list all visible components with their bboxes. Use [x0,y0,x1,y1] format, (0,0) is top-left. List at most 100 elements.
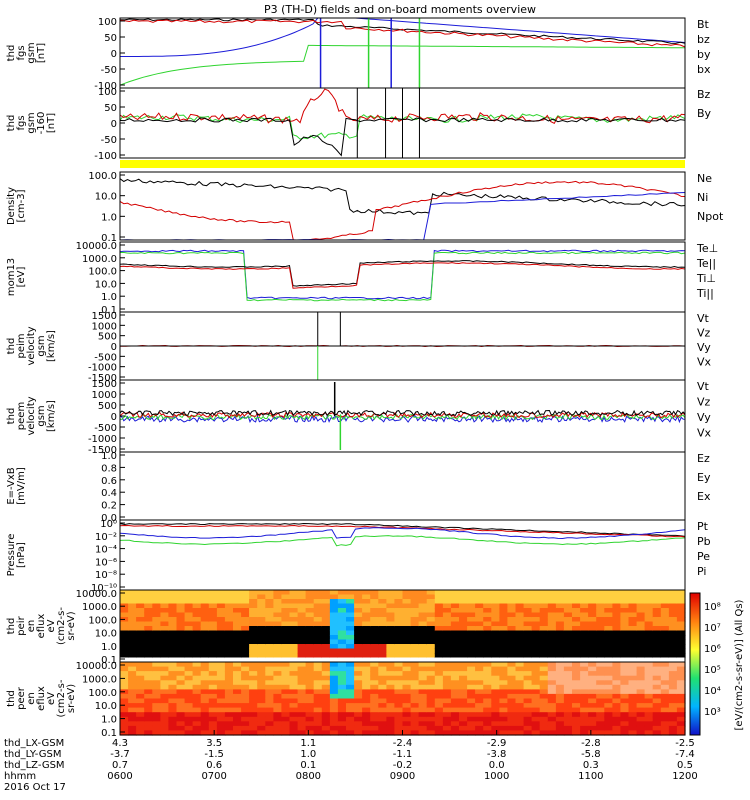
spectro-cell [515,689,525,695]
spectro-cell [442,594,452,600]
spectro-cell [216,712,226,718]
spectro-cell [410,612,420,618]
spectro-cell [329,608,339,614]
spectro-cell [459,703,468,709]
spectro-cell [491,599,500,605]
series-Pb [119,524,686,538]
spectro-cell [563,698,573,704]
spectro-cell [249,716,258,722]
spectro-cell [660,599,670,605]
spectro-cell [499,666,509,672]
legend-by: by [697,48,711,61]
spectro-cell [281,657,291,663]
spectro-cell [612,666,622,672]
spectro-cell [547,639,557,645]
spectro-cell [539,698,549,704]
spectro-cell [128,712,137,718]
spectro-cell [136,639,145,645]
spectro-cell [394,721,404,727]
spectro-cell [394,590,404,596]
spectro-cell [491,648,500,654]
spectro-cell [273,675,283,681]
spectro-cell [386,725,396,732]
spectro-cell [257,635,266,641]
spectro-cell [386,639,396,645]
spectro-cell [216,662,226,668]
spectro-cell [160,621,170,627]
ytick-label: 0.2 [101,501,117,512]
spectro-cell [273,653,283,659]
spectro-cell [596,626,605,632]
spectro-cell [628,612,638,618]
spectro-cell [144,635,153,641]
spectro-cell [337,671,347,677]
ylabel-panel-8: Pressure [6,534,17,577]
spectro-cell [249,630,258,636]
spectro-cell [491,689,500,695]
spectro-cell [531,594,541,600]
spectro-cell [499,612,509,618]
spectro-cell [555,666,565,672]
spectro-cell [297,662,307,668]
spectro-cell [467,639,476,645]
spectro-cell [636,599,646,605]
ytick-label: 0.8 [101,463,117,474]
spectro-cell [531,639,541,645]
spectro-cell [588,603,597,609]
spectro-cell [289,621,299,627]
spectro-cell [305,644,315,650]
spectro-cell [152,635,161,641]
spectro-cell [192,712,202,718]
spectro-cell [652,680,662,686]
spectro-cell [580,653,589,659]
spectro-cell [604,657,613,663]
spectro-cell [507,653,517,659]
ytick-label: 10⁻⁴ [95,545,117,556]
spectro-cell [144,621,153,627]
spectro-cell [515,662,525,668]
spectro-cell [329,635,339,641]
spectro-cell [555,680,565,686]
spectro-cell [442,626,452,632]
ytick-label: 0 [111,342,117,353]
spectro-cell [192,617,202,623]
spectro-cell [241,630,250,636]
spectro-cell [676,617,686,623]
ytick-label: 500 [98,332,117,343]
spectro-cell [216,671,226,677]
spectro-cell [192,675,202,681]
spectro-cell [628,703,638,709]
spectro-cell [329,689,339,695]
spectro-cell [321,703,331,709]
spectro-cell [467,617,476,623]
spectro-cell [515,684,525,690]
spectro-cell [547,716,557,722]
spectro-cell [152,630,161,636]
spectro-cell [402,684,412,690]
spectro-cell [249,703,258,709]
spectro-cell [652,617,662,623]
spectro-cell [410,693,420,700]
spectro-cell [426,603,436,609]
spectro-cell [580,621,589,627]
spectro-cell [329,594,339,600]
spectro-cell [644,730,654,736]
spectro-cell [216,653,226,659]
spectro-cell [563,675,573,681]
ytick-label: 1000.0 [82,254,117,265]
spectro-cell [176,608,186,614]
ylabel-panel-7: [mV/m] [16,467,27,505]
spectro-cell [604,603,613,609]
ylabel-panel-6: thd [6,408,17,425]
spectro-cell [572,707,581,713]
spectro-cell [572,721,581,727]
spectro-cell [531,680,541,686]
spectro-cell [152,680,161,686]
spectro-cell [362,621,371,627]
spectro-cell [572,626,581,632]
spectro-cell [378,612,387,618]
spectro-cell [604,689,613,695]
spectro-cell [547,703,557,709]
spectro-cell [394,612,404,618]
spectro-cell [192,594,202,600]
